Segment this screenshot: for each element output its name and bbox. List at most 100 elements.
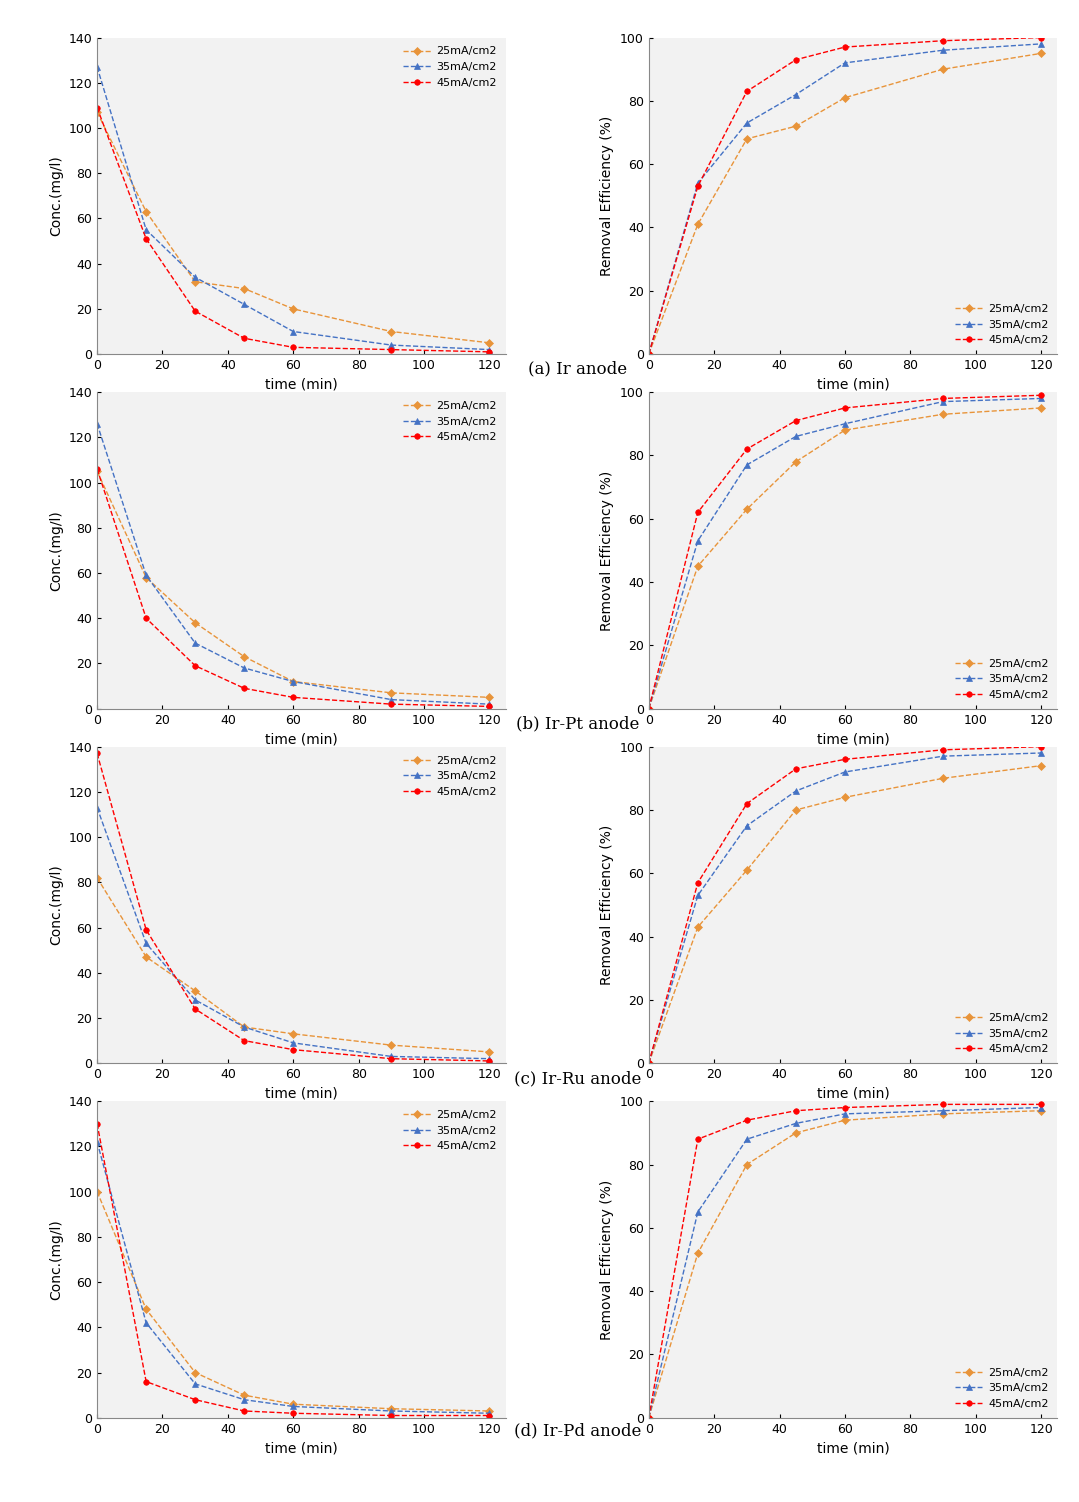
25mA/cm2 bbox=[189, 614, 202, 632]
45mA/cm2 bbox=[483, 1051, 496, 1069]
45mA/cm2 bbox=[287, 1404, 300, 1422]
45mA/cm2 bbox=[139, 230, 152, 248]
25mA/cm2 bbox=[740, 1155, 753, 1173]
Text: (a) Ir anode: (a) Ir anode bbox=[528, 360, 627, 379]
Legend: 25mA/cm2, 35mA/cm2, 45mA/cm2: 25mA/cm2, 35mA/cm2, 45mA/cm2 bbox=[952, 300, 1052, 348]
35mA/cm2 bbox=[692, 886, 705, 904]
X-axis label: time (min): time (min) bbox=[265, 377, 338, 392]
Legend: 25mA/cm2, 35mA/cm2, 45mA/cm2: 25mA/cm2, 35mA/cm2, 45mA/cm2 bbox=[399, 44, 501, 92]
Line: 45mA/cm2: 45mA/cm2 bbox=[646, 392, 1043, 712]
45mA/cm2 bbox=[790, 760, 803, 778]
25mA/cm2 bbox=[91, 868, 104, 886]
35mA/cm2 bbox=[483, 1404, 496, 1422]
45mA/cm2 bbox=[483, 342, 496, 360]
35mA/cm2 bbox=[385, 1047, 398, 1065]
25mA/cm2 bbox=[189, 1364, 202, 1382]
45mA/cm2 bbox=[139, 1373, 152, 1391]
25mA/cm2 bbox=[483, 1042, 496, 1060]
35mA/cm2 bbox=[838, 1105, 851, 1123]
25mA/cm2 bbox=[740, 129, 753, 147]
Line: 25mA/cm2: 25mA/cm2 bbox=[94, 1190, 492, 1413]
45mA/cm2 bbox=[189, 656, 202, 674]
35mA/cm2 bbox=[692, 174, 705, 192]
Y-axis label: Removal Efficiency (%): Removal Efficiency (%) bbox=[601, 116, 614, 276]
35mA/cm2 bbox=[385, 1401, 398, 1419]
Line: 45mA/cm2: 45mA/cm2 bbox=[646, 743, 1043, 1066]
25mA/cm2 bbox=[692, 557, 705, 575]
45mA/cm2 bbox=[740, 440, 753, 458]
45mA/cm2 bbox=[1035, 1095, 1048, 1113]
X-axis label: time (min): time (min) bbox=[265, 1442, 338, 1455]
35mA/cm2 bbox=[91, 1133, 104, 1151]
Line: 25mA/cm2: 25mA/cm2 bbox=[646, 763, 1043, 1066]
35mA/cm2 bbox=[287, 1033, 300, 1051]
X-axis label: time (min): time (min) bbox=[817, 377, 889, 392]
Legend: 25mA/cm2, 35mA/cm2, 45mA/cm2: 25mA/cm2, 35mA/cm2, 45mA/cm2 bbox=[952, 655, 1052, 703]
Y-axis label: Conc.(mg/l): Conc.(mg/l) bbox=[49, 865, 63, 945]
25mA/cm2 bbox=[642, 1409, 655, 1427]
Line: 25mA/cm2: 25mA/cm2 bbox=[94, 110, 492, 345]
Y-axis label: Removal Efficiency (%): Removal Efficiency (%) bbox=[601, 825, 614, 985]
35mA/cm2 bbox=[790, 783, 803, 801]
45mA/cm2 bbox=[790, 1101, 803, 1119]
45mA/cm2 bbox=[287, 688, 300, 706]
25mA/cm2 bbox=[937, 769, 950, 787]
35mA/cm2 bbox=[642, 1409, 655, 1427]
Line: 25mA/cm2: 25mA/cm2 bbox=[646, 51, 1043, 357]
25mA/cm2 bbox=[642, 700, 655, 718]
25mA/cm2 bbox=[287, 300, 300, 318]
45mA/cm2 bbox=[483, 1406, 496, 1424]
25mA/cm2 bbox=[237, 1386, 250, 1404]
25mA/cm2 bbox=[642, 345, 655, 363]
Line: 25mA/cm2: 25mA/cm2 bbox=[646, 406, 1043, 712]
35mA/cm2 bbox=[692, 532, 705, 550]
35mA/cm2 bbox=[937, 1101, 950, 1119]
X-axis label: time (min): time (min) bbox=[265, 1086, 338, 1101]
45mA/cm2 bbox=[937, 1095, 950, 1113]
25mA/cm2 bbox=[740, 500, 753, 518]
25mA/cm2 bbox=[790, 452, 803, 470]
35mA/cm2 bbox=[91, 799, 104, 817]
45mA/cm2 bbox=[385, 1050, 398, 1068]
45mA/cm2 bbox=[838, 38, 851, 56]
25mA/cm2 bbox=[385, 1036, 398, 1054]
25mA/cm2 bbox=[189, 273, 202, 291]
25mA/cm2 bbox=[937, 1105, 950, 1123]
Line: 35mA/cm2: 35mA/cm2 bbox=[646, 41, 1043, 357]
25mA/cm2 bbox=[91, 1182, 104, 1200]
45mA/cm2 bbox=[937, 389, 950, 407]
X-axis label: time (min): time (min) bbox=[265, 731, 338, 746]
25mA/cm2 bbox=[385, 683, 398, 701]
45mA/cm2 bbox=[790, 51, 803, 69]
35mA/cm2 bbox=[1035, 35, 1048, 53]
Line: 35mA/cm2: 35mA/cm2 bbox=[94, 1139, 492, 1416]
45mA/cm2 bbox=[692, 503, 705, 521]
25mA/cm2 bbox=[287, 1395, 300, 1413]
Text: (c) Ir-Ru anode: (c) Ir-Ru anode bbox=[514, 1069, 641, 1087]
35mA/cm2 bbox=[642, 700, 655, 718]
Line: 25mA/cm2: 25mA/cm2 bbox=[646, 1108, 1043, 1421]
35mA/cm2 bbox=[483, 695, 496, 713]
Line: 45mA/cm2: 45mA/cm2 bbox=[94, 1120, 492, 1418]
35mA/cm2 bbox=[189, 269, 202, 287]
35mA/cm2 bbox=[483, 341, 496, 359]
35mA/cm2 bbox=[1035, 1098, 1048, 1116]
25mA/cm2 bbox=[385, 323, 398, 341]
45mA/cm2 bbox=[237, 679, 250, 697]
25mA/cm2 bbox=[790, 117, 803, 135]
Line: 35mA/cm2: 35mA/cm2 bbox=[646, 1105, 1043, 1421]
Legend: 25mA/cm2, 35mA/cm2, 45mA/cm2: 25mA/cm2, 35mA/cm2, 45mA/cm2 bbox=[399, 398, 501, 446]
45mA/cm2 bbox=[385, 341, 398, 359]
Line: 25mA/cm2: 25mA/cm2 bbox=[94, 876, 492, 1054]
35mA/cm2 bbox=[483, 1050, 496, 1068]
45mA/cm2 bbox=[91, 745, 104, 763]
Line: 45mA/cm2: 45mA/cm2 bbox=[94, 466, 492, 709]
35mA/cm2 bbox=[189, 1374, 202, 1392]
45mA/cm2 bbox=[1035, 386, 1048, 404]
45mA/cm2 bbox=[937, 740, 950, 759]
35mA/cm2 bbox=[838, 763, 851, 781]
25mA/cm2 bbox=[237, 279, 250, 297]
25mA/cm2 bbox=[790, 801, 803, 819]
Text: (b) Ir-Pt anode: (b) Ir-Pt anode bbox=[516, 715, 639, 733]
25mA/cm2 bbox=[937, 406, 950, 424]
